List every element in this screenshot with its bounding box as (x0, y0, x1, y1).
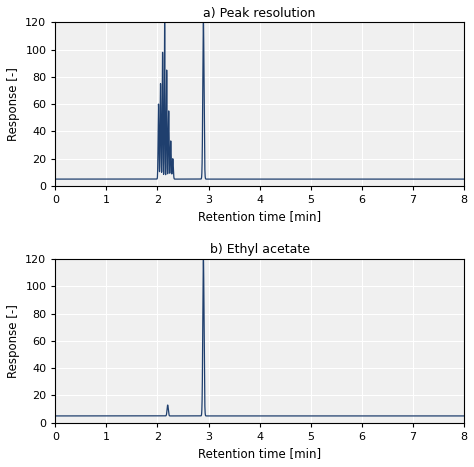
Y-axis label: Response [-]: Response [-] (7, 67, 19, 141)
Title: a) Peak resolution: a) Peak resolution (203, 7, 316, 20)
X-axis label: Retention time [min]: Retention time [min] (198, 447, 321, 460)
X-axis label: Retention time [min]: Retention time [min] (198, 211, 321, 224)
Y-axis label: Response [-]: Response [-] (7, 304, 19, 378)
Title: b) Ethyl acetate: b) Ethyl acetate (210, 243, 310, 256)
